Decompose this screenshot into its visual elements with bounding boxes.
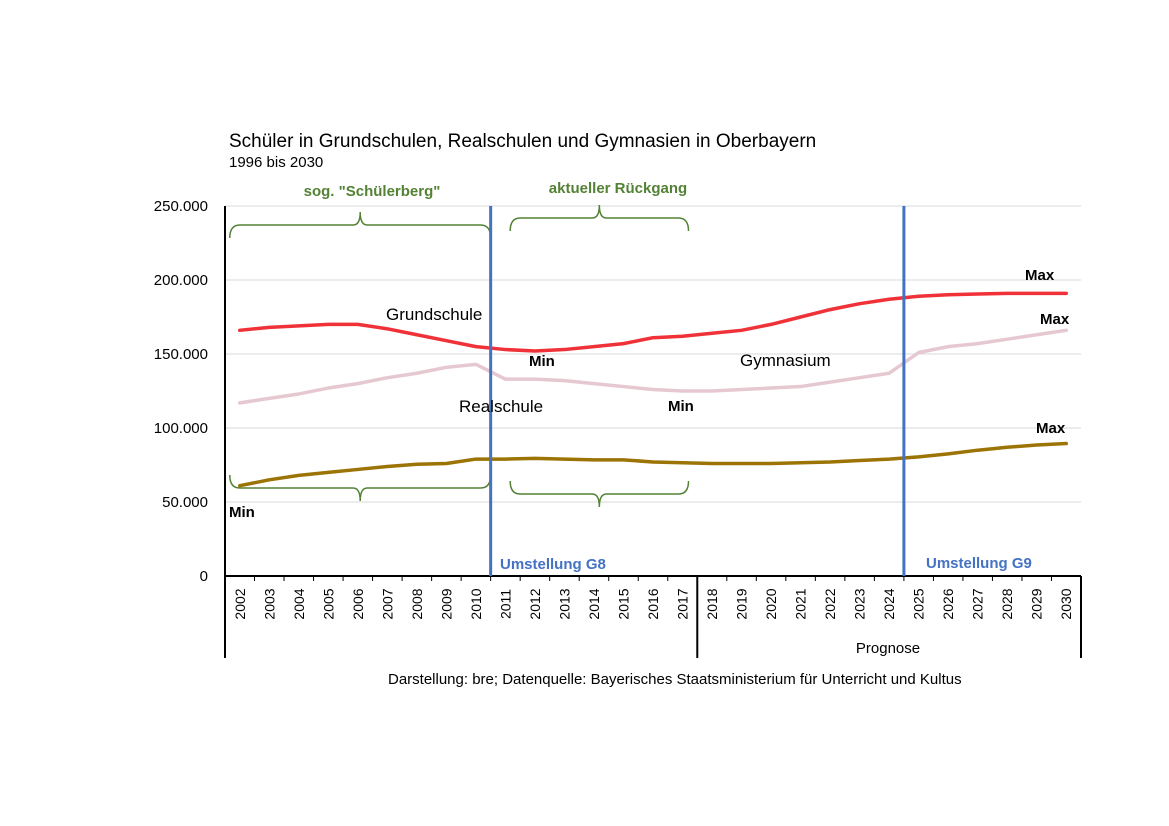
y-tick-label: 100.000 bbox=[154, 420, 208, 437]
braces bbox=[229, 204, 690, 508]
chart-title: Schüler in Grundschulen, Realschulen und… bbox=[229, 131, 816, 152]
brace-label-rueckgang: aktueller Rückgang bbox=[549, 180, 687, 197]
x-tick-label: 2008 bbox=[409, 588, 425, 619]
x-tick-label: 2007 bbox=[379, 588, 395, 619]
x-tick-label: 2019 bbox=[734, 588, 750, 619]
source-note: Darstellung: bre; Datenquelle: Bayerisch… bbox=[388, 671, 962, 688]
y-tick-label: 200.000 bbox=[154, 272, 208, 289]
x-tick-label: 2028 bbox=[999, 588, 1015, 619]
y-tick-label: 150.000 bbox=[154, 346, 208, 363]
series-label-gymnasium: Gymnasium bbox=[740, 351, 831, 370]
brace-top-rueckgang bbox=[509, 204, 690, 232]
series-line-gymnasium bbox=[238, 328, 1068, 405]
x-tick-label: 2011 bbox=[497, 589, 513, 619]
x-axis: 2002 2003 2004 2005 2006 2007 2008 2009 2010 2011… bbox=[224, 206, 1082, 658]
min-label-realschule: Min bbox=[229, 504, 255, 521]
max-label-realschule: Max bbox=[1036, 420, 1066, 437]
x-tick-label: 2004 bbox=[291, 588, 307, 619]
brace-label-schuelerberg: sog. "Schülerberg" bbox=[304, 183, 441, 200]
y-tick-label: 50.000 bbox=[162, 494, 208, 511]
prognose-label: Prognose bbox=[856, 640, 920, 657]
y-axis-ticks: 0 50.000 100.000 150.000 200.000 250.000 bbox=[154, 198, 208, 585]
series-lines bbox=[238, 291, 1068, 488]
series-label-realschule: Realschule bbox=[459, 397, 543, 416]
x-tick-label: 2015 bbox=[615, 588, 631, 619]
max-label-gymnasium: Max bbox=[1040, 311, 1070, 328]
x-tick-label: 2017 bbox=[675, 588, 691, 619]
y-tick-label: 250.000 bbox=[154, 198, 208, 215]
x-tick-label: 2009 bbox=[438, 588, 454, 619]
x-tick-label: 2030 bbox=[1058, 588, 1074, 619]
x-tick-label: 2029 bbox=[1029, 588, 1045, 619]
x-tick-label: 2003 bbox=[261, 588, 277, 619]
umstellung-g8-label: Umstellung G8 bbox=[500, 556, 606, 573]
x-tick-label: 2026 bbox=[940, 588, 956, 619]
umstellung-g9-label: Umstellung G9 bbox=[926, 555, 1032, 572]
x-tick-label: 2018 bbox=[704, 588, 720, 619]
series-label-grundschule: Grundschule bbox=[386, 305, 482, 324]
chart-subtitle: 1996 bis 2030 bbox=[229, 154, 323, 171]
x-tick-label: 2002 bbox=[232, 588, 248, 619]
x-tick-label: 2020 bbox=[763, 588, 779, 619]
x-tick-label: 2013 bbox=[556, 588, 572, 619]
grid bbox=[225, 205, 1081, 503]
umstellung-lines bbox=[489, 206, 906, 576]
x-tick-label: 2025 bbox=[911, 588, 927, 619]
x-tick-label: 2022 bbox=[822, 588, 838, 619]
brace-bottom-schuelerberg bbox=[229, 474, 492, 502]
series-line-grundschule bbox=[238, 291, 1068, 353]
x-tick-label: 2014 bbox=[586, 588, 602, 619]
x-tick-label: 2027 bbox=[970, 588, 986, 619]
x-tick-label: 2006 bbox=[350, 588, 366, 619]
x-tick-label: 2010 bbox=[468, 588, 484, 619]
x-tick-label: 2016 bbox=[645, 588, 661, 619]
x-tick-label: 2005 bbox=[320, 588, 336, 619]
series-line-realschule bbox=[238, 441, 1068, 488]
x-tick-label: 2023 bbox=[852, 588, 868, 619]
y-tick-label: 0 bbox=[200, 568, 208, 585]
brace-top-schuelerberg bbox=[229, 211, 492, 239]
min-label-grundschule: Min bbox=[529, 353, 555, 370]
x-tick-label: 2012 bbox=[527, 588, 543, 619]
x-tick-label: 2021 bbox=[793, 588, 809, 619]
max-label-grundschule: Max bbox=[1025, 267, 1055, 284]
brace-bottom-rueckgang bbox=[509, 480, 690, 508]
min-label-gymnasium: Min bbox=[668, 398, 694, 415]
x-tick-label: 2024 bbox=[881, 588, 897, 619]
